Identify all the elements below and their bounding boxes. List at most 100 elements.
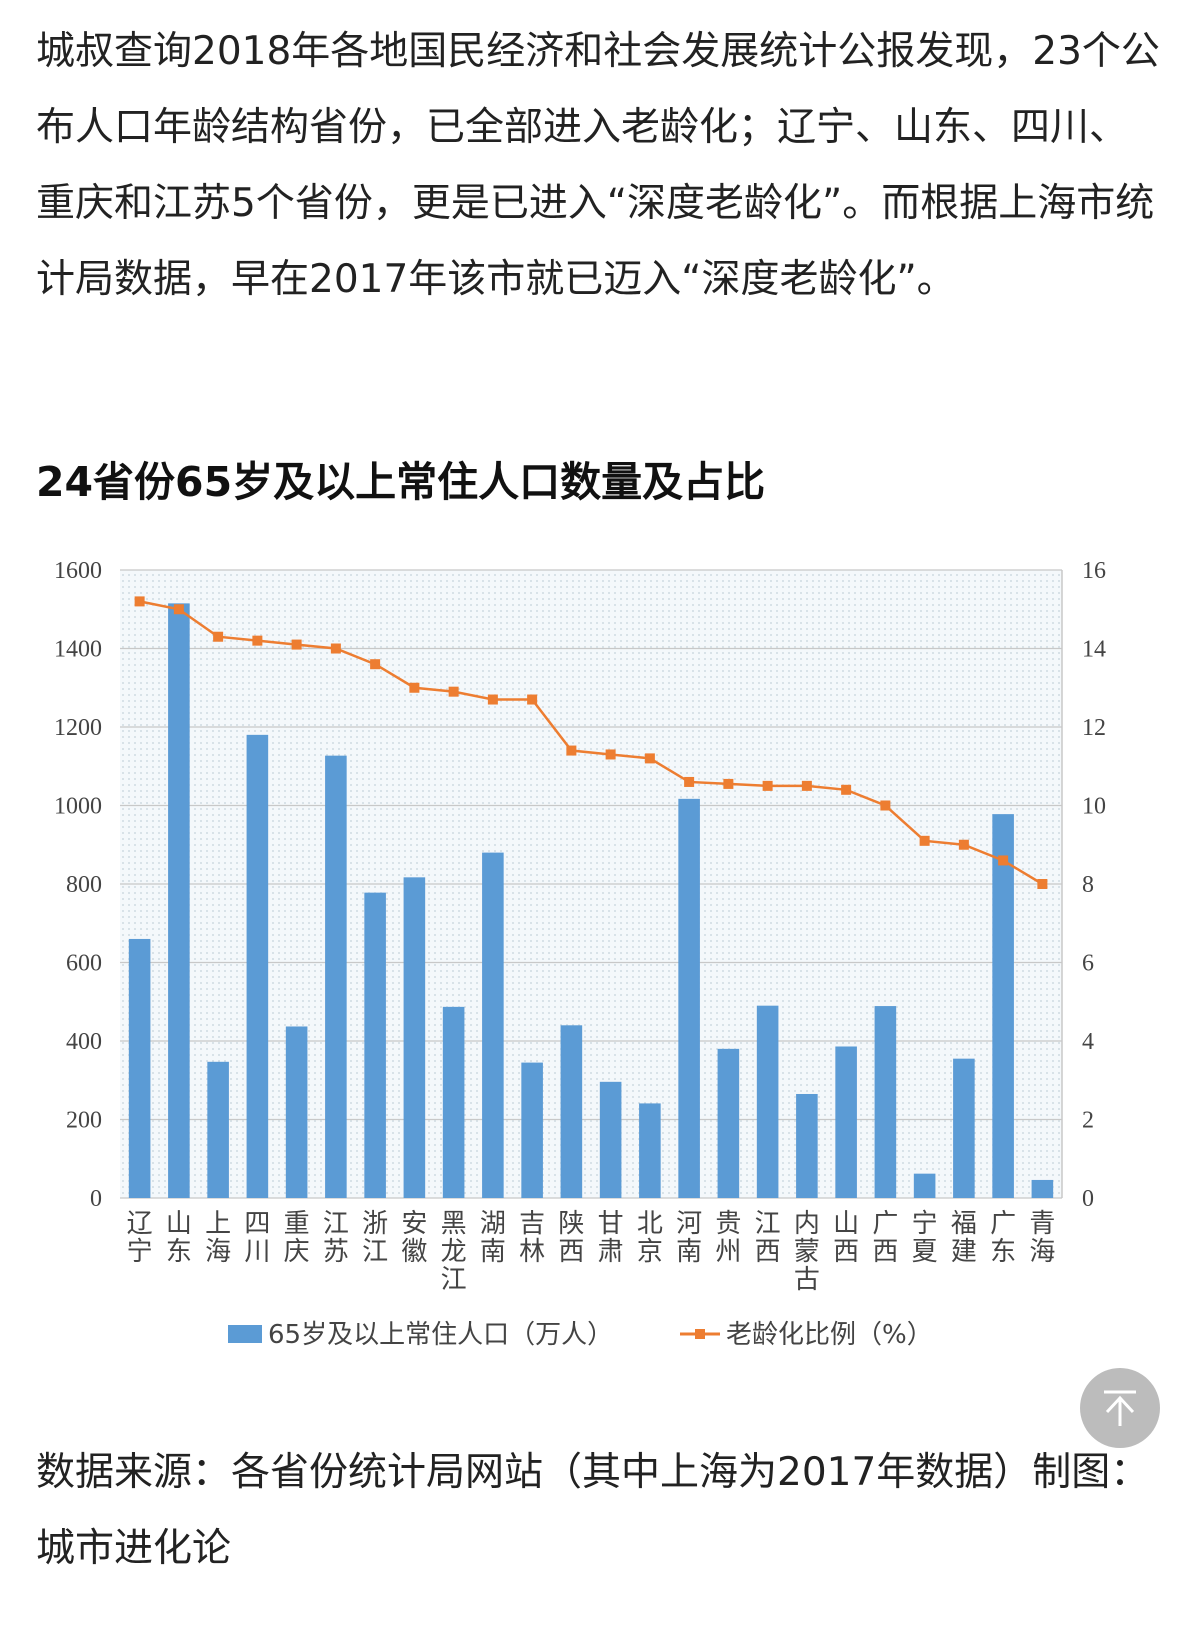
bar [639,1103,661,1198]
line-point [919,835,930,846]
x-tick-label: 浙江 [362,1209,388,1267]
bar [913,1173,936,1198]
y-left-tick-label: 600 [66,951,102,977]
arrow-up-icon [1104,1390,1136,1426]
bar [128,938,151,1198]
x-tick-label: 山东 [166,1209,192,1267]
y-right-tick-label: 16 [1082,558,1106,584]
y-left-tick-label: 0 [90,1186,102,1212]
y-left-tick-label: 1600 [54,558,102,584]
bar [1031,1179,1054,1198]
line-point [762,780,773,791]
chart-container: 0 0 200 2 400 4 600 6 800 8 1000 10 1200 12 1400 14 1600… [30,548,1170,1408]
bar [756,1005,779,1198]
line-point [998,855,1009,866]
bar [364,892,386,1198]
x-tick-label: 广西 [872,1209,898,1267]
bar [835,1046,857,1198]
chart-heading: 24省份65岁及以上常住人口数量及占比 [36,458,766,506]
legend-bar-swatch [228,1325,262,1343]
bar [992,814,1014,1198]
y-right-tick-label: 8 [1082,872,1094,898]
bar [285,1026,308,1198]
x-tick-label: 江苏 [323,1209,349,1267]
x-tick-label: 四川 [244,1209,270,1267]
y-left-tick-label: 400 [66,1029,102,1055]
x-tick-label: 辽宁 [127,1209,153,1267]
axes: 0 0 200 2 400 4 600 6 800 8 1000 10 1200 12 1400 14 1600… [54,558,1106,1295]
line-point [370,659,381,670]
x-tick-label: 北京 [637,1209,663,1267]
x-tick-label: 湖南 [480,1209,506,1267]
y-left-tick-label: 1200 [54,715,102,741]
article-paragraph: 城叔查询2018年各地国民经济和社会发展统计公报发现，23个公布人口年龄结构省份… [36,29,1160,302]
data-source-note: 数据来源：各省份统计局网站（其中上海为2017年数据）制图：城市进化论 [36,1450,1150,1571]
x-tick-label: 福建 [951,1209,977,1267]
y-left-tick-label: 200 [66,1108,102,1134]
x-tick-label: 内蒙古 [794,1209,820,1295]
line-point [409,682,420,693]
line-point [487,694,498,705]
x-tick-label: 山西 [833,1209,859,1267]
bar [953,1058,975,1198]
x-tick-label: 河南 [676,1209,702,1267]
x-tick-label: 宁夏 [912,1209,938,1267]
bar [521,1062,543,1198]
y-right-tick-label: 2 [1082,1108,1094,1134]
bar [403,877,426,1198]
y-left-tick-label: 800 [66,872,102,898]
line-point [605,749,616,760]
y-left-tick-label: 1000 [54,794,102,820]
line-point [527,694,538,705]
legend-bar-label: 65岁及以上常住人口（万人） [268,1320,613,1350]
x-tick-label: 上海 [205,1209,231,1267]
bar [874,1006,897,1198]
x-tick-label: 广东 [990,1209,1016,1267]
y-right-tick-label: 10 [1082,794,1106,820]
line-point [880,800,891,811]
x-tick-label: 安徽 [401,1209,427,1267]
chart-svg: 0 0 200 2 400 4 600 6 800 8 1000 10 1200 12 1400 14 1600… [54,558,1106,1350]
bar [442,1006,465,1198]
bar [678,798,700,1198]
line-point [330,643,341,654]
x-tick-label: 贵州 [715,1209,741,1267]
x-tick-label: 甘肃 [598,1209,624,1267]
line-point [723,778,734,789]
gridlines [120,569,1062,1199]
bar [325,755,347,1198]
chart-legend: 65岁及以上常住人口（万人） 老龄化比例（%） [228,1320,933,1350]
y-right-tick-label: 4 [1082,1029,1094,1055]
y-right-tick-label: 6 [1082,951,1094,977]
bar [207,1061,229,1198]
x-tick-label: 江西 [755,1209,781,1267]
line-point [291,639,302,650]
line-point [448,686,459,697]
bar [560,1025,583,1198]
line-point [684,776,695,787]
line-point [134,596,145,607]
legend-line-marker [695,1329,705,1339]
x-tick-label: 青海 [1029,1209,1055,1267]
bar [482,852,504,1198]
line-point [213,631,224,642]
line-point [173,604,184,615]
x-tick-label: 吉林 [519,1209,545,1267]
y-right-tick-label: 0 [1082,1186,1094,1212]
line-point [566,745,577,756]
y-right-tick-label: 12 [1082,715,1106,741]
x-tick-label: 黑龙江 [441,1209,467,1295]
bar-series [128,603,1054,1198]
line-point [958,839,969,850]
line-point [644,753,655,764]
legend-line-label: 老龄化比例（%） [726,1320,933,1350]
bar [168,603,190,1198]
y-left-tick-label: 1400 [54,637,102,663]
line-point [841,784,852,795]
y-right-tick-label: 14 [1082,637,1106,663]
x-tick-label: 重庆 [284,1209,310,1267]
back-to-top-button[interactable] [1080,1368,1160,1448]
x-tick-label: 陕西 [558,1209,584,1267]
line-point [1037,879,1048,889]
line-series [134,596,1048,889]
